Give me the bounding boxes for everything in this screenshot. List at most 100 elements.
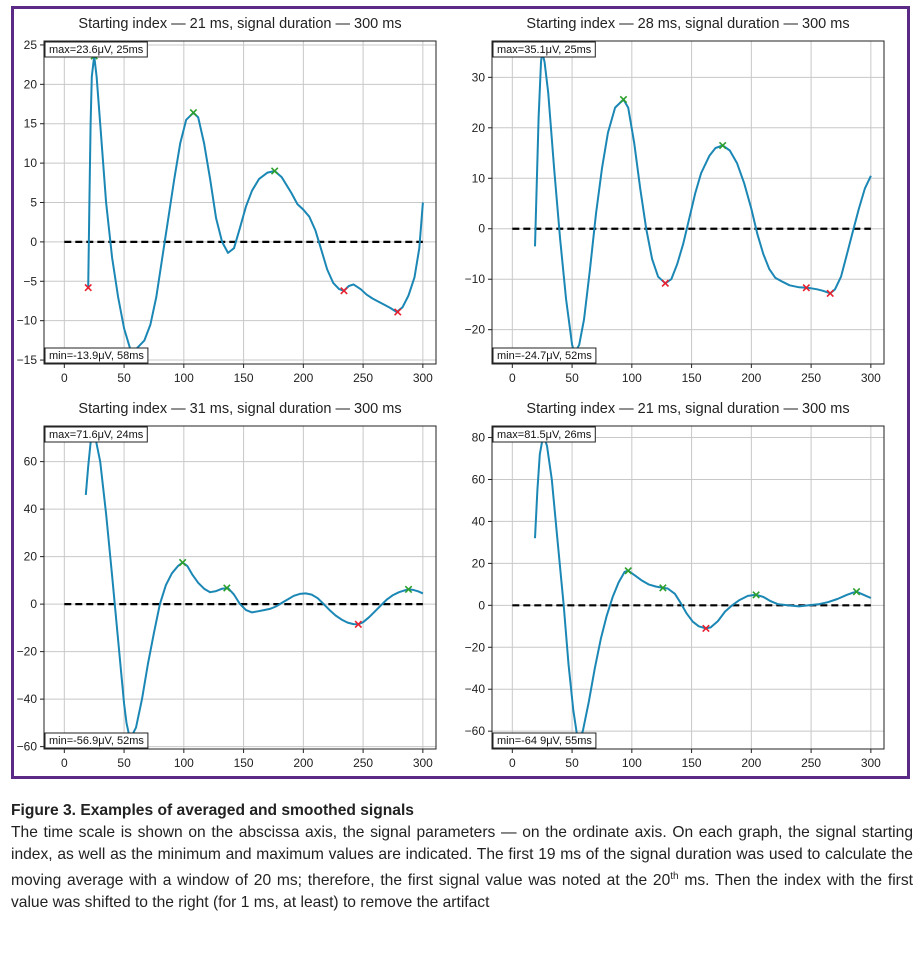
max-marker-stroke bbox=[659, 584, 667, 592]
max-annotation-text: max=71.6μV, 24ms bbox=[49, 429, 144, 441]
y-tick-label: 15 bbox=[24, 117, 38, 131]
y-tick-label: −40 bbox=[17, 692, 38, 706]
caption-title: Figure 3. Examples of averaged and smoot… bbox=[11, 802, 414, 819]
y-tick-label: 30 bbox=[472, 70, 486, 84]
x-tick-label: 300 bbox=[413, 756, 433, 770]
min-marker-stroke bbox=[661, 279, 670, 288]
max-annotation: max=23.6μV, 25ms bbox=[44, 41, 148, 58]
min-marker bbox=[354, 620, 363, 629]
chart-panel-bottom-right: Starting index — 21 ms, signal duration … bbox=[462, 394, 907, 776]
x-tick-label: 150 bbox=[234, 756, 254, 770]
x-tick-label: 200 bbox=[293, 371, 313, 385]
x-tick-label: 0 bbox=[509, 756, 516, 770]
max-annotation-box bbox=[44, 426, 148, 443]
y-tick-label: 60 bbox=[472, 472, 486, 486]
max-annotation-box bbox=[492, 41, 596, 58]
x-tick-label: 100 bbox=[622, 371, 642, 385]
max-marker bbox=[178, 558, 187, 567]
y-tick-label: −15 bbox=[17, 353, 38, 367]
min-annotation-box bbox=[44, 347, 149, 364]
grid bbox=[44, 41, 436, 364]
max-marker bbox=[404, 585, 413, 594]
x-tick-label: 150 bbox=[682, 756, 702, 770]
max-marker bbox=[659, 584, 667, 592]
min-marker bbox=[702, 624, 710, 633]
max-marker-stroke bbox=[178, 558, 187, 567]
max-annotation: max=35.1μV, 25ms bbox=[492, 41, 596, 58]
chart-panel-top-left: Starting index — 21 ms, signal duration … bbox=[14, 9, 458, 394]
chart-svg: Starting index — 21 ms, signal duration … bbox=[17, 16, 437, 385]
plot-border bbox=[491, 425, 885, 750]
grid bbox=[492, 41, 884, 364]
y-tick-label: −20 bbox=[17, 645, 38, 659]
max-marker-stroke bbox=[270, 167, 279, 175]
y-tick-label: 20 bbox=[24, 77, 38, 91]
x-tick-label: 200 bbox=[293, 756, 313, 770]
max-annotation: max=81.5μV, 26ms bbox=[492, 426, 596, 443]
y-tick-label: 20 bbox=[472, 121, 486, 135]
max-annotation: max=71.6μV, 24ms bbox=[44, 426, 148, 443]
max-marker bbox=[624, 566, 633, 575]
max-annotation-text: max=81.5μV, 26ms bbox=[497, 429, 592, 441]
x-tick-label: 250 bbox=[353, 756, 373, 770]
max-annotation-box bbox=[492, 426, 596, 443]
chart-svg: Starting index — 21 ms, signal duration … bbox=[465, 401, 885, 770]
chart-title: Starting index — 31 ms, signal duration … bbox=[78, 401, 401, 417]
y-tick-label: 0 bbox=[478, 222, 485, 236]
max-marker-stroke bbox=[624, 566, 633, 575]
plot-border bbox=[43, 40, 437, 365]
min-annotation-box bbox=[44, 732, 149, 749]
min-marker-stroke bbox=[393, 308, 402, 316]
x-tick-label: 0 bbox=[509, 371, 516, 385]
max-marker-stroke bbox=[619, 95, 628, 104]
max-annotation-box bbox=[44, 41, 148, 58]
y-tick-label: 40 bbox=[24, 502, 38, 516]
max-annotation-text: max=35.1μV, 25ms bbox=[497, 44, 592, 56]
max-marker-stroke bbox=[718, 141, 727, 150]
x-tick-label: 0 bbox=[61, 371, 68, 385]
min-marker bbox=[340, 286, 348, 295]
min-marker-stroke bbox=[354, 620, 363, 629]
min-annotation-text: min=-64 9μV, 55ms bbox=[497, 735, 592, 747]
y-tick-label: 0 bbox=[30, 235, 37, 249]
x-tick-label: 100 bbox=[174, 371, 194, 385]
grid bbox=[44, 426, 436, 749]
max-marker-stroke bbox=[752, 591, 760, 599]
x-tick-label: 250 bbox=[801, 371, 821, 385]
y-tick-label: 5 bbox=[30, 196, 37, 210]
x-tick-label: 50 bbox=[565, 756, 579, 770]
signal-line bbox=[534, 433, 872, 743]
min-annotation-box bbox=[492, 732, 597, 749]
y-tick-label: 20 bbox=[472, 556, 486, 570]
y-tick-label: 40 bbox=[472, 514, 486, 528]
signal-line bbox=[534, 50, 872, 355]
y-tick-label: 80 bbox=[472, 431, 486, 445]
y-tick-label: −10 bbox=[465, 272, 486, 286]
max-marker bbox=[752, 591, 760, 599]
chart-panel-top-right: Starting index — 28 ms, signal duration … bbox=[462, 9, 907, 394]
min-marker bbox=[802, 284, 811, 292]
min-annotation-text: min=-24.7μV, 52ms bbox=[497, 350, 592, 362]
min-annotation-box bbox=[492, 347, 597, 364]
x-tick-label: 100 bbox=[174, 756, 194, 770]
y-tick-label: −60 bbox=[465, 724, 486, 738]
x-tick-label: 200 bbox=[741, 371, 761, 385]
min-marker bbox=[84, 283, 92, 292]
chart-svg: Starting index — 28 ms, signal duration … bbox=[465, 16, 885, 385]
max-annotation-text: max=23.6μV, 25ms bbox=[49, 44, 144, 56]
x-tick-label: 50 bbox=[117, 756, 131, 770]
min-marker bbox=[826, 289, 834, 298]
y-tick-label: 0 bbox=[478, 598, 485, 612]
chart-panel-bottom-left: Starting index — 31 ms, signal duration … bbox=[14, 394, 458, 776]
y-tick-label: 20 bbox=[24, 550, 38, 564]
y-tick-label: −10 bbox=[17, 314, 38, 328]
y-tick-label: 10 bbox=[472, 171, 486, 185]
caption-body: The time scale is shown on the abscissa … bbox=[11, 822, 913, 914]
min-annotation-text: min=-56.9μV, 52ms bbox=[49, 735, 144, 747]
y-tick-label: −40 bbox=[465, 682, 486, 696]
x-tick-label: 300 bbox=[861, 371, 881, 385]
max-marker bbox=[223, 584, 231, 592]
min-marker-stroke bbox=[702, 624, 710, 633]
chart-title: Starting index — 28 ms, signal duration … bbox=[526, 16, 849, 32]
x-tick-label: 300 bbox=[861, 756, 881, 770]
